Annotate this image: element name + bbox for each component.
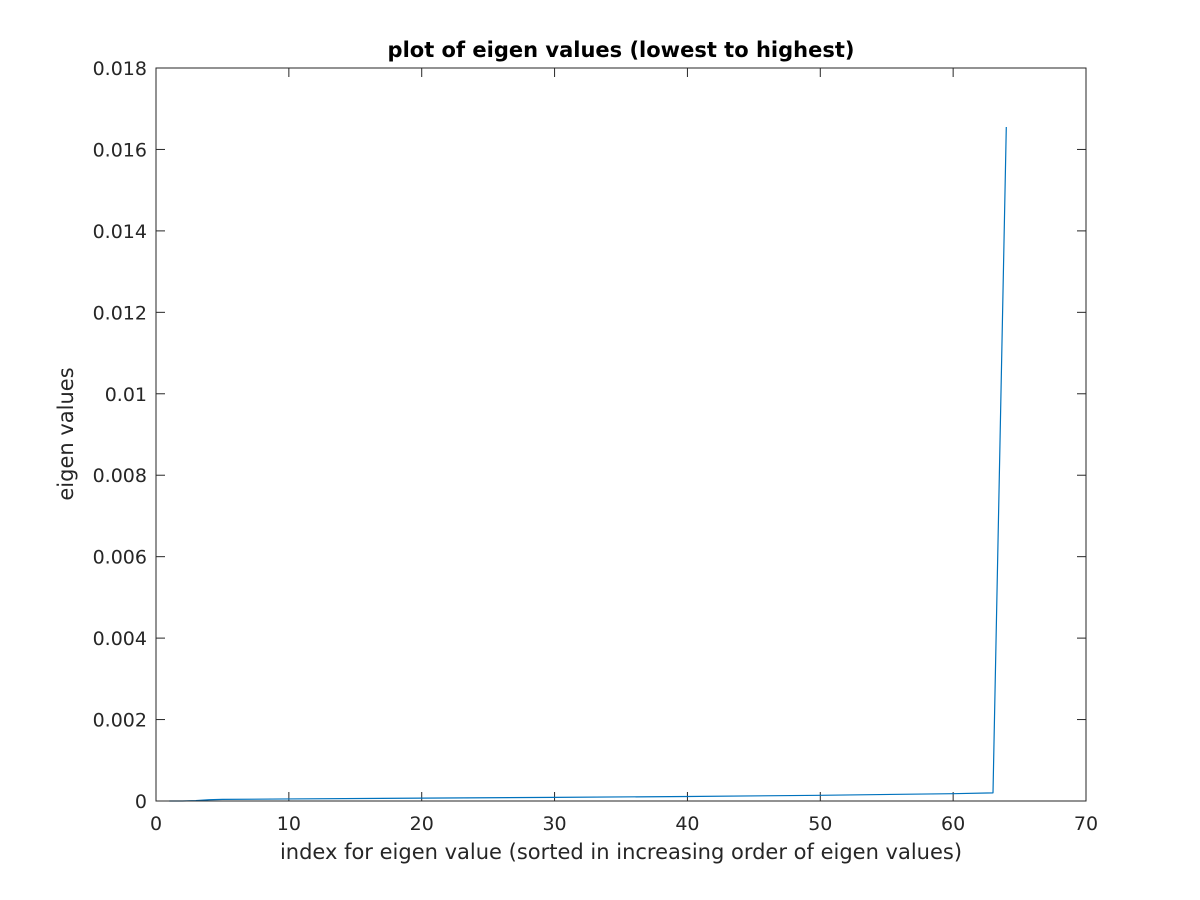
y-tick-label: 0.002	[93, 710, 147, 732]
y-tick-label: 0	[135, 791, 147, 813]
y-tick-label: 0.016	[93, 139, 147, 161]
x-tick-label: 20	[410, 813, 434, 835]
chart-title: plot of eigen values (lowest to highest)	[388, 38, 855, 62]
y-tick-label: 0.004	[93, 628, 147, 650]
axes-box	[155, 67, 1087, 802]
y-tick-label: 0.01	[105, 384, 147, 406]
y-tick-label: 0.014	[93, 221, 147, 243]
x-tick-label: 60	[941, 813, 965, 835]
x-tick-label: 30	[542, 813, 566, 835]
x-tick-label: 10	[277, 813, 301, 835]
plot-area	[156, 68, 1086, 801]
x-axis-label: index for eigen value (sorted in increas…	[280, 840, 962, 864]
y-tick-label: 0.018	[93, 58, 147, 80]
y-tick-label: 0.006	[93, 547, 147, 569]
y-axis-label: eigen values	[54, 367, 78, 500]
y-axis-ticks: 0 0.002 0.004 0.006 0.008 0.01 0.012 0.014 0.016…	[93, 58, 1086, 813]
x-tick-label: 70	[1074, 813, 1098, 835]
y-tick-label: 0.012	[93, 302, 147, 324]
x-tick-label: 0	[150, 813, 162, 835]
y-tick-label: 0.008	[93, 465, 147, 487]
x-tick-label: 40	[675, 813, 699, 835]
x-tick-label: 50	[808, 813, 832, 835]
